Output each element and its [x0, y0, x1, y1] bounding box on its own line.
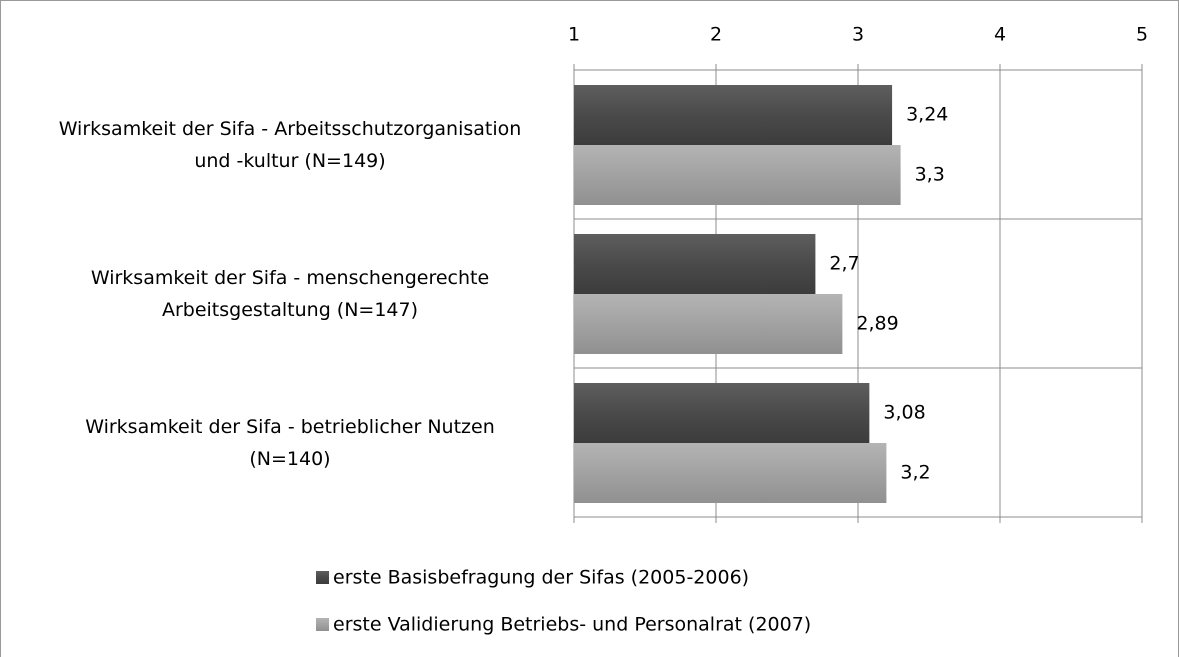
data-label: 2,7	[829, 253, 859, 275]
bar	[574, 443, 887, 503]
y-tick-label: Wirksamkeit der Sifa - menschengerechte …	[90, 266, 490, 321]
x-tick-label: 4	[994, 24, 1006, 46]
bar	[574, 85, 893, 145]
y-tick-label: Wirksamkeit der Sifa - Arbeitsschutzorga…	[58, 117, 522, 172]
legend-label: erste Validierung Betriebs- und Personal…	[333, 614, 811, 636]
data-label: 3,24	[906, 104, 948, 126]
x-tick-label: 3	[852, 24, 864, 46]
legend-swatch	[316, 618, 329, 631]
data-label: 3,3	[915, 164, 945, 186]
legend-swatch	[316, 571, 329, 584]
x-tick-label: 2	[710, 24, 722, 46]
bar	[574, 145, 901, 205]
y-tick-label: Wirksamkeit der Sifa - betrieblicher Nut…	[85, 415, 495, 470]
bar	[574, 294, 843, 354]
legend-label: erste Basisbefragung der Sifas (2005-200…	[333, 567, 749, 589]
data-label: 3,08	[883, 402, 925, 424]
x-tick-label: 1	[568, 24, 580, 46]
data-label: 3,2	[900, 462, 930, 484]
bar	[574, 383, 870, 443]
bar	[574, 234, 816, 294]
x-tick-label: 5	[1136, 24, 1148, 46]
data-label: 2,89	[856, 313, 898, 335]
